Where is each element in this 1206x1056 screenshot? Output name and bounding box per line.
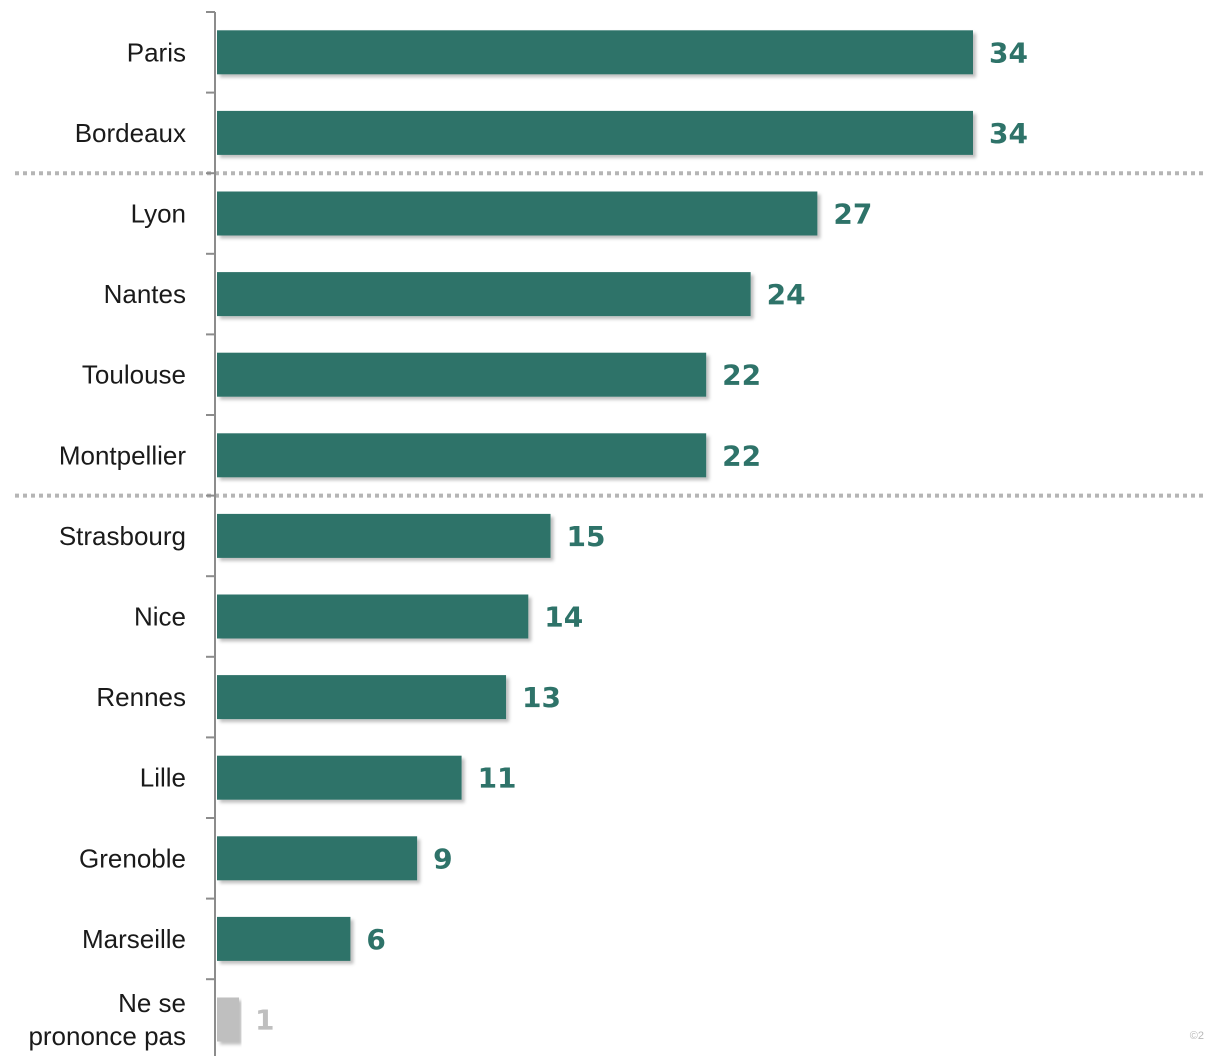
value-label-3: 24 bbox=[767, 278, 806, 311]
category-label-3: Nantes bbox=[104, 279, 186, 309]
bar-3 bbox=[217, 272, 751, 317]
category-label-11: Marseille bbox=[82, 924, 186, 954]
category-label-0: Paris bbox=[127, 37, 186, 67]
bar-8 bbox=[217, 675, 507, 720]
value-label-0: 34 bbox=[989, 36, 1028, 69]
category-label-1: Bordeaux bbox=[75, 118, 186, 148]
bar-5 bbox=[217, 433, 707, 478]
value-label-10: 9 bbox=[433, 842, 452, 875]
category-label-8: Rennes bbox=[96, 682, 186, 712]
bar-7 bbox=[217, 594, 529, 639]
bar-2 bbox=[217, 191, 818, 236]
bar-4 bbox=[217, 352, 707, 397]
category-label-9: Lille bbox=[140, 763, 186, 793]
group-separators bbox=[15, 171, 1206, 498]
value-label-7: 14 bbox=[544, 601, 583, 634]
value-labels: 34 34 27 24 22 22 15 14 13 11 9 6 1 bbox=[255, 36, 1028, 1036]
bar-0 bbox=[217, 30, 973, 75]
category-label-2: Lyon bbox=[131, 199, 186, 229]
bar-1 bbox=[217, 110, 973, 155]
value-label-2: 27 bbox=[833, 198, 872, 231]
value-label-5: 22 bbox=[722, 439, 761, 472]
bar-9 bbox=[217, 755, 462, 800]
category-label-10: Grenoble bbox=[79, 843, 186, 873]
bar-12 bbox=[217, 997, 239, 1042]
bar-6 bbox=[217, 513, 551, 558]
bar-11 bbox=[217, 916, 351, 961]
category-label-5: Montpellier bbox=[59, 440, 187, 470]
value-label-4: 22 bbox=[722, 359, 761, 392]
category-label-6: Strasbourg bbox=[59, 521, 186, 551]
bars bbox=[217, 30, 973, 1042]
category-label-12: Ne se prononce pas bbox=[28, 988, 186, 1051]
value-label-1: 34 bbox=[989, 117, 1028, 150]
category-label-4: Toulouse bbox=[82, 360, 186, 390]
category-label-7: Nice bbox=[134, 602, 186, 632]
category-labels: Paris Bordeaux Lyon Nantes Toulouse Montpelli… bbox=[28, 37, 186, 1051]
value-label-8: 13 bbox=[522, 681, 561, 714]
bar-10 bbox=[217, 836, 418, 881]
corner-mark: ©2 bbox=[1189, 1030, 1204, 1042]
category-axis bbox=[206, 11, 216, 1056]
value-label-9: 11 bbox=[478, 762, 517, 795]
value-label-6: 15 bbox=[567, 520, 606, 553]
value-label-12: 1 bbox=[255, 1004, 274, 1037]
value-label-11: 6 bbox=[366, 923, 385, 956]
